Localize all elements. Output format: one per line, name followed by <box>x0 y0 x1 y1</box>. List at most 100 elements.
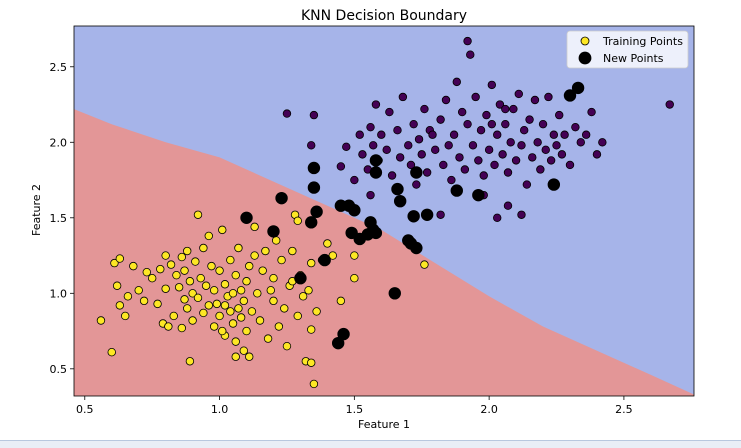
training-point-class-1 <box>503 201 513 210</box>
training-point-class-1 <box>479 171 488 180</box>
x-axis: 0.5 1.0 1.5 2.0 2.5 <box>76 396 633 416</box>
training-point-class-0 <box>312 307 321 316</box>
training-point-class-0 <box>220 301 230 310</box>
training-point-class-1 <box>530 95 540 105</box>
y-axis: 0.5 1.0 1.5 2.0 2.5 <box>50 61 74 376</box>
training-point-class-0 <box>183 304 192 313</box>
training-point-class-0 <box>228 289 238 298</box>
training-point-class-0 <box>215 266 224 275</box>
training-point-class-0 <box>204 301 213 310</box>
training-point-class-0 <box>142 267 151 277</box>
legend: Training Points New Points <box>566 30 689 69</box>
training-point-class-0 <box>188 316 197 325</box>
training-point-class-1 <box>576 138 585 147</box>
training-point-class-1 <box>398 92 408 102</box>
bottom-strip <box>0 440 741 448</box>
training-point-class-1 <box>414 135 424 144</box>
training-point-class-0 <box>234 304 243 313</box>
training-point-class-1 <box>501 104 510 114</box>
plot-frame <box>73 25 695 397</box>
new-point <box>294 272 307 285</box>
training-point-class-1 <box>560 130 569 139</box>
x-tick-label: 2.0 <box>480 403 498 416</box>
training-point-class-0 <box>288 246 297 256</box>
training-point-class-0 <box>188 289 197 298</box>
training-point-class-1 <box>571 122 580 132</box>
training-point-class-0 <box>166 260 176 269</box>
training-point-class-0 <box>177 252 187 262</box>
training-point-class-0 <box>169 311 178 321</box>
training-point-class-1 <box>522 180 532 189</box>
new-point <box>348 204 361 217</box>
training-point-class-0 <box>191 257 200 266</box>
y-tick-label: 2.0 <box>50 136 68 149</box>
training-point-class-0 <box>207 261 216 271</box>
training-point-class-0 <box>115 254 125 263</box>
training-point-class-0 <box>156 264 165 274</box>
training-point-class-1 <box>533 138 542 147</box>
training-point-class-0 <box>199 243 208 253</box>
training-point-class-0 <box>282 341 292 351</box>
training-point-class-0 <box>234 243 243 253</box>
training-point-class-0 <box>350 251 359 260</box>
training-point-class-0 <box>277 255 286 265</box>
training-point-class-0 <box>242 326 251 336</box>
training-point-class-0 <box>177 323 187 333</box>
training-point-class-0 <box>293 311 302 321</box>
new-point <box>310 205 323 218</box>
training-point-class-1 <box>581 130 591 139</box>
training-point-class-0 <box>304 286 313 295</box>
training-point-class-0 <box>96 316 106 325</box>
training-point-class-1 <box>506 138 515 147</box>
training-point-class-0 <box>180 266 189 275</box>
training-point-class-1 <box>592 150 602 159</box>
training-point-class-0 <box>250 251 259 260</box>
training-point-class-0 <box>201 281 211 290</box>
training-point-class-0 <box>255 316 265 325</box>
training-point-class-0 <box>129 261 138 271</box>
training-point-class-1 <box>420 104 429 114</box>
training-point-class-1 <box>307 141 316 150</box>
training-point-class-0 <box>121 311 130 321</box>
training-point-class-1 <box>541 145 550 155</box>
training-point-class-0 <box>231 337 240 346</box>
x-tick-label: 0.5 <box>76 403 94 416</box>
new-point <box>337 327 350 341</box>
training-point-class-1 <box>377 130 386 139</box>
legend-label: New Points <box>603 52 664 65</box>
training-point-class-1 <box>474 156 483 165</box>
new-point <box>571 81 585 95</box>
training-point-class-0 <box>215 311 224 321</box>
new-point <box>275 191 288 205</box>
training-point-class-0 <box>239 346 249 355</box>
training-point-class-1 <box>366 122 375 132</box>
training-point-class-0 <box>183 246 192 256</box>
training-point-class-1 <box>557 150 567 159</box>
training-point-class-1 <box>484 145 494 155</box>
new-point <box>407 210 420 223</box>
training-point-class-1 <box>463 36 472 46</box>
training-point-class-1 <box>493 130 502 139</box>
training-point-class-0 <box>269 274 278 283</box>
training-point-class-0 <box>239 296 249 306</box>
training-point-class-0 <box>161 284 170 293</box>
training-point-class-0 <box>231 352 240 361</box>
training-point-class-1 <box>538 119 548 129</box>
training-point-class-1 <box>565 160 575 170</box>
training-point-class-0 <box>307 258 316 268</box>
training-point-class-0 <box>247 307 257 316</box>
training-point-class-1 <box>549 130 559 139</box>
training-point-class-1 <box>431 145 440 155</box>
training-point-class-0 <box>180 295 189 304</box>
training-point-class-1 <box>444 141 453 150</box>
training-point-class-1 <box>495 100 505 109</box>
training-point-class-1 <box>336 162 346 171</box>
legend-marker-new <box>578 51 592 65</box>
training-point-class-0 <box>161 251 170 260</box>
training-point-class-1 <box>514 89 523 99</box>
training-point-class-0 <box>209 286 219 295</box>
new-point <box>410 241 423 255</box>
training-point-class-1 <box>482 110 491 120</box>
